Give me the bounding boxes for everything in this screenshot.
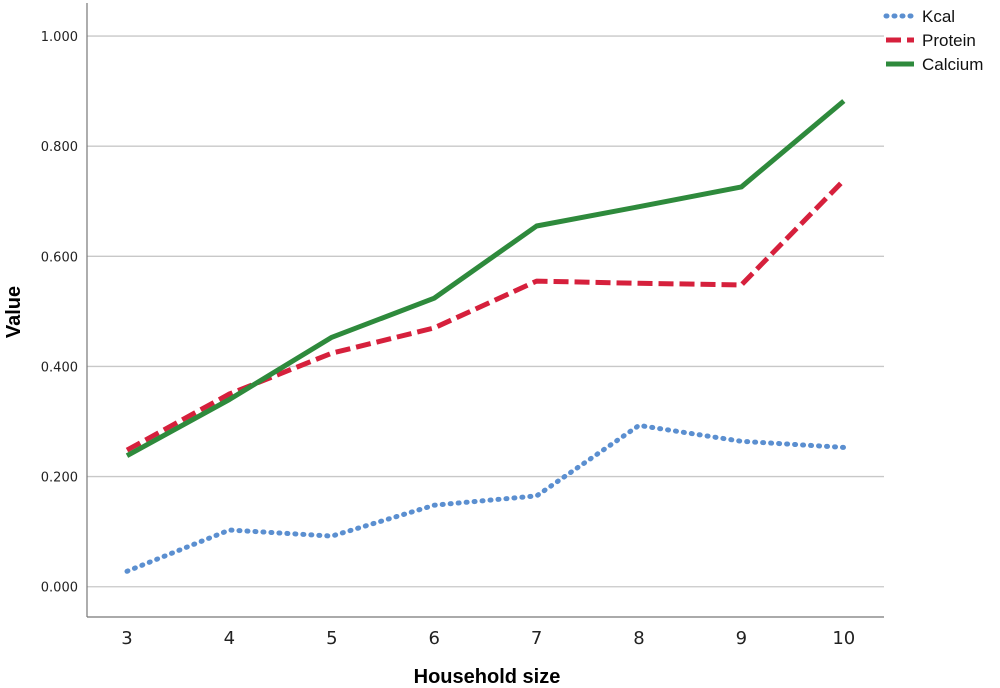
axes <box>86 3 884 618</box>
y-tick-label: 0.800 <box>41 140 78 155</box>
y-axis-title: Value <box>3 286 25 338</box>
legend-label-protein: Protein <box>922 31 976 50</box>
x-tick-label: 7 <box>531 628 542 649</box>
legend-label-kcal: Kcal <box>922 7 955 26</box>
y-tick-labels: 0.000 0.200 0.400 0.600 0.800 1.000 <box>41 30 78 596</box>
y-tick-label: 0.200 <box>41 471 78 486</box>
series-line-protein <box>125 178 846 453</box>
y-tick-label: 0.600 <box>41 250 78 265</box>
y-tick-label: 1.000 <box>41 30 78 45</box>
x-tick-label: 6 <box>428 628 439 649</box>
x-tick-label: 3 <box>121 628 132 649</box>
y-tick-label: 0.000 <box>41 581 78 596</box>
legend-label-calcium: Calcium <box>922 55 983 74</box>
x-tick-label: 5 <box>326 628 337 649</box>
y-tick-label: 0.400 <box>41 360 78 375</box>
x-tick-label: 9 <box>736 628 747 649</box>
x-tick-label: 8 <box>633 628 644 649</box>
x-tick-label: 10 <box>832 628 855 649</box>
x-axis-title: Household size <box>414 666 561 688</box>
series-lines <box>124 99 847 574</box>
series-line-kcal <box>124 422 847 574</box>
x-tick-label: 4 <box>224 628 235 649</box>
series-line-calcium <box>125 99 846 458</box>
legend: Kcal Protein Calcium <box>883 7 983 74</box>
grid-lines <box>87 35 884 588</box>
x-tick-labels: 3 4 5 6 7 8 9 10 <box>121 628 855 649</box>
